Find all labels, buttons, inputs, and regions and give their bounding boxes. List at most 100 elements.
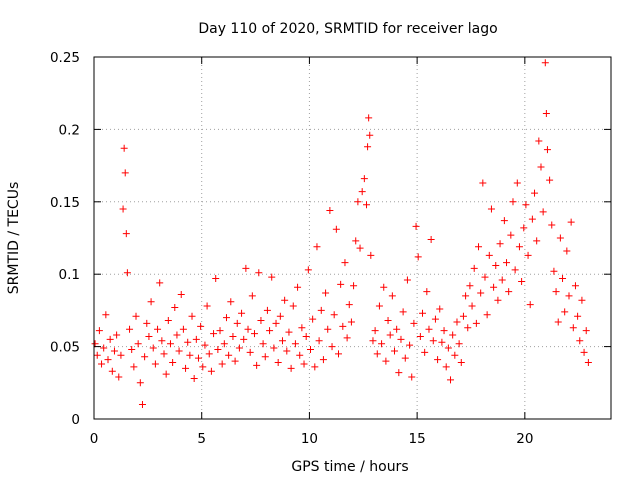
data-point bbox=[177, 290, 185, 298]
data-point bbox=[431, 315, 439, 323]
data-point bbox=[565, 292, 573, 300]
data-point bbox=[526, 301, 534, 309]
data-point bbox=[520, 224, 528, 232]
data-point bbox=[322, 289, 330, 297]
data-point bbox=[554, 318, 562, 326]
y-tick-label: 0.15 bbox=[50, 195, 80, 211]
data-point bbox=[98, 360, 106, 368]
data-point bbox=[378, 340, 386, 348]
data-point bbox=[515, 243, 523, 251]
data-point bbox=[220, 340, 228, 348]
data-point bbox=[145, 332, 153, 340]
data-point bbox=[210, 330, 218, 338]
data-point bbox=[481, 273, 489, 281]
data-point bbox=[479, 179, 487, 187]
y-axis-label: SRMTID / TECUs bbox=[6, 182, 22, 295]
data-point bbox=[386, 331, 394, 339]
data-point bbox=[412, 222, 420, 230]
data-point bbox=[513, 179, 521, 187]
data-point bbox=[270, 344, 278, 352]
data-point bbox=[464, 324, 472, 332]
x-tick-label: 10 bbox=[301, 431, 318, 447]
data-point bbox=[365, 114, 373, 122]
data-point bbox=[524, 251, 532, 259]
data-point bbox=[543, 146, 551, 154]
data-point bbox=[173, 331, 181, 339]
data-point bbox=[154, 325, 162, 333]
y-tick-label: 0.25 bbox=[50, 50, 80, 66]
data-point bbox=[120, 144, 128, 152]
data-point bbox=[235, 344, 243, 352]
data-point bbox=[364, 143, 372, 151]
data-point bbox=[203, 302, 211, 310]
y-tick-label: 0.1 bbox=[59, 267, 80, 283]
data-point bbox=[313, 243, 321, 251]
data-point bbox=[341, 259, 349, 267]
data-point bbox=[561, 308, 569, 316]
data-point bbox=[250, 330, 258, 338]
data-point bbox=[440, 327, 448, 335]
data-point bbox=[559, 275, 567, 283]
data-point bbox=[151, 360, 159, 368]
data-point bbox=[253, 361, 261, 369]
data-point bbox=[328, 343, 336, 351]
data-point bbox=[438, 338, 446, 346]
data-point bbox=[197, 322, 205, 330]
data-point bbox=[324, 325, 332, 333]
data-point bbox=[268, 273, 276, 281]
data-point bbox=[158, 337, 166, 345]
data-point bbox=[414, 253, 422, 261]
data-point bbox=[531, 189, 539, 197]
data-point bbox=[492, 262, 500, 270]
data-point bbox=[339, 322, 347, 330]
data-point bbox=[511, 266, 519, 274]
data-point bbox=[194, 354, 202, 362]
data-point bbox=[104, 356, 112, 364]
data-point bbox=[134, 340, 142, 348]
data-point bbox=[352, 237, 360, 245]
data-point bbox=[582, 327, 590, 335]
data-point bbox=[580, 348, 588, 356]
data-point bbox=[503, 259, 511, 267]
data-point bbox=[287, 364, 295, 372]
data-point bbox=[552, 288, 560, 296]
data-point bbox=[360, 175, 368, 183]
data-point bbox=[160, 350, 168, 358]
chart-title: Day 110 of 2020, SRMTID for receiver lag… bbox=[198, 21, 497, 37]
data-point bbox=[289, 302, 297, 310]
data-point bbox=[274, 359, 282, 367]
data-point bbox=[434, 356, 442, 364]
data-point bbox=[123, 269, 131, 277]
data-point bbox=[578, 296, 586, 304]
data-point bbox=[485, 251, 493, 259]
data-point bbox=[369, 337, 377, 345]
data-point bbox=[115, 373, 123, 381]
data-point bbox=[505, 288, 513, 296]
data-point bbox=[113, 331, 121, 339]
x-axis-label: GPS time / hours bbox=[291, 459, 408, 475]
data-point bbox=[455, 340, 463, 348]
data-point bbox=[216, 327, 224, 335]
data-point bbox=[156, 279, 164, 287]
data-point bbox=[147, 298, 155, 306]
data-point bbox=[468, 302, 476, 310]
plot-frame bbox=[93, 56, 612, 420]
data-point bbox=[397, 335, 405, 343]
data-point bbox=[380, 283, 388, 291]
data-point bbox=[238, 309, 246, 317]
data-point bbox=[537, 163, 545, 171]
data-point bbox=[518, 277, 526, 285]
x-tick-label: 5 bbox=[197, 431, 206, 447]
data-point bbox=[393, 325, 401, 333]
data-point bbox=[108, 367, 116, 375]
data-point bbox=[285, 328, 293, 336]
data-point bbox=[569, 324, 577, 332]
data-point bbox=[382, 357, 390, 365]
data-point bbox=[477, 289, 485, 297]
data-point bbox=[483, 311, 491, 319]
data-point bbox=[122, 230, 130, 238]
data-point bbox=[337, 280, 345, 288]
data-points bbox=[91, 59, 592, 409]
data-point bbox=[410, 319, 418, 327]
data-point bbox=[330, 311, 338, 319]
